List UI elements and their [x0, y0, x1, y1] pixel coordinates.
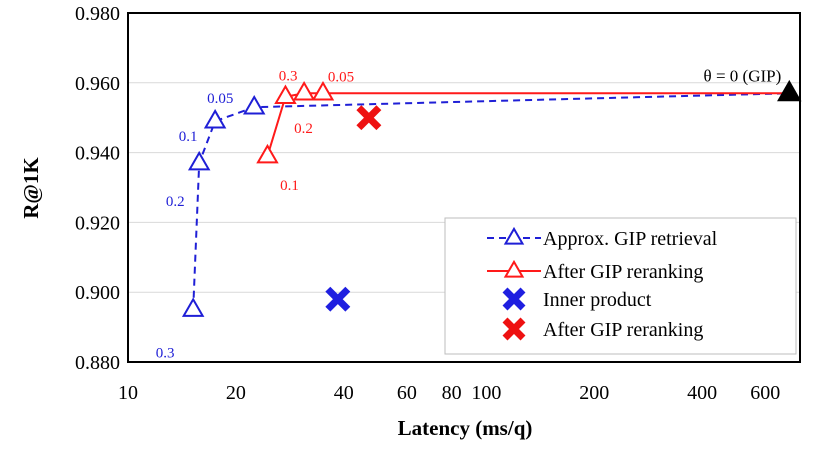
legend-label: Approx. GIP retrieval	[543, 228, 718, 250]
x-tick-label: 200	[579, 382, 609, 404]
y-tick-label: 0.900	[75, 282, 120, 304]
legend-marker	[502, 287, 526, 311]
x-tick-label: 100	[471, 382, 501, 404]
data-point-marker	[292, 81, 316, 101]
point-label: 0.1	[179, 129, 198, 145]
data-point-marker	[181, 297, 205, 317]
y-axis-ticks: 0.880 0.900 0.920 0.940 0.960 0.980	[75, 3, 120, 374]
point-labels: 0.3 0.2 0.1 0.05 0.1 0.2 0.3 0.05	[156, 68, 354, 361]
point-label: 0.1	[280, 178, 299, 194]
legend-label: After GIP reranking	[543, 319, 703, 341]
y-axis-label: R@1K	[19, 157, 43, 219]
x-tick-label: 60	[397, 382, 417, 404]
theta-annotation: θ = 0 (GIP)	[704, 66, 782, 85]
series-line	[192, 92, 790, 310]
y-tick-label: 0.980	[75, 3, 120, 25]
legend-marker	[502, 317, 526, 341]
y-tick-label: 0.920	[75, 212, 120, 234]
legend-label: Inner product	[543, 289, 652, 311]
data-point-marker	[256, 143, 279, 164]
legend-marker	[503, 226, 525, 245]
x-axis-label: Latency (ms/q)	[398, 416, 533, 440]
data-point-marker	[325, 286, 351, 312]
x-tick-label: 20	[226, 382, 246, 404]
legend-box	[444, 217, 797, 355]
x-tick-label: 80	[442, 382, 462, 404]
legend-label: After GIP reranking	[543, 261, 703, 283]
point-label: 0.3	[279, 68, 298, 84]
point-label: 0.05	[207, 91, 233, 107]
point-label: 0.2	[166, 194, 185, 210]
y-tick-label: 0.940	[75, 143, 120, 165]
point-label: 0.3	[156, 346, 175, 362]
plot-frame	[127, 12, 801, 363]
y-tick-label: 0.960	[75, 73, 120, 95]
x-tick-label: 40	[334, 382, 354, 404]
y-tick-label: 0.880	[75, 352, 120, 374]
data-point-marker	[203, 108, 227, 129]
x-tick-label: 600	[750, 382, 780, 404]
x-tick-label: 400	[687, 382, 717, 404]
data-point-marker	[311, 81, 335, 101]
data-point-marker	[242, 94, 266, 115]
point-label: 0.2	[294, 121, 313, 137]
gip-endpoint-marker	[777, 79, 802, 102]
legend: Approx. GIP retrieval After GIP reranking…	[444, 217, 797, 355]
x-tick-label: 10	[118, 382, 138, 404]
data-point-marker	[274, 84, 297, 105]
x-axis-ticks: 10 20 40 60 80 100 200 400 600	[118, 382, 780, 404]
data-point-marker	[356, 105, 382, 131]
point-label: 0.05	[328, 69, 354, 85]
legend-marker	[503, 259, 525, 278]
series-line	[266, 92, 790, 157]
data-markers	[181, 79, 802, 317]
data-point-marker	[187, 150, 211, 171]
